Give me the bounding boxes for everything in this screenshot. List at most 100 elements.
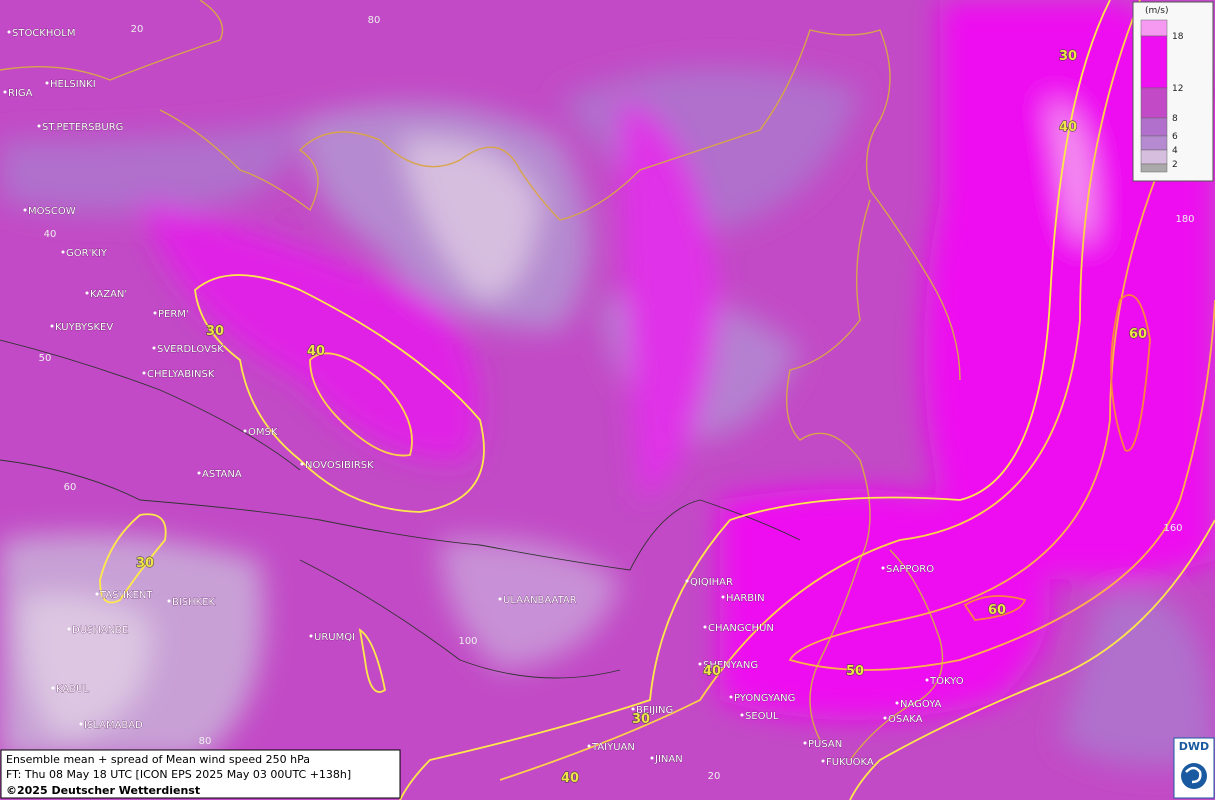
isotach-label: 30 [1059,49,1077,64]
legend-swatch [1140,135,1168,151]
city-label: QIQIHAR [690,577,733,588]
city-marker [85,291,89,295]
isotach-label: 40 [703,664,721,679]
city-label: SHENYANG [703,660,758,671]
logo-swirl [1185,766,1202,784]
city-marker [95,592,99,596]
caption-line: FT: Thu 08 May 18 UTC [ICON EPS 2025 May… [6,768,351,781]
city-label: KUYBYSKEV [55,322,113,333]
legend-swatch [1140,87,1168,119]
caption-box [0,749,401,799]
city-marker [740,713,744,717]
city-label: KABUL [56,684,89,695]
logo: DWD [1173,737,1215,799]
city-label: TAIYUAN [591,742,635,753]
city-marker [698,662,702,666]
city-marker [721,595,725,599]
legend-tick-label: 8 [1172,114,1178,124]
city-label: NAGOYA [900,699,942,710]
city-label: JINAN [654,754,683,765]
city-marker [152,346,156,350]
city-label: SEOUL [745,711,779,722]
legend: (m/s) 18 12 8 6 4 2 [1132,1,1214,182]
legend-swatch [1140,35,1168,89]
city-label: ST.PETERSBURG [42,122,123,133]
city-label: DUSHANBE [72,625,128,636]
graticule-label: 160 [1163,523,1182,534]
city-marker [895,701,899,705]
city-label: SVERDLOVSK [157,344,224,355]
city-label: CHANGCHUN [708,623,774,634]
city-marker [883,716,887,720]
legend-scale: 18 12 8 6 4 2 [1140,19,1184,173]
city-marker [79,722,83,726]
city-label: BEIJING [636,705,673,716]
legend-tick-label: 18 [1172,32,1184,42]
city-marker [650,756,654,760]
city-label: OSAKA [888,714,923,725]
logo-text: DWD [1179,740,1209,753]
legend-swatch [1140,149,1168,165]
graticule-label: 60 [64,482,77,493]
city-marker [50,324,54,328]
city-label: PYONGYANG [734,693,795,704]
isotach-label: 30 [206,324,224,339]
city-marker [167,599,171,603]
city-marker [587,744,591,748]
city-label: HARBIN [726,593,765,604]
city-label: FUKUOKA [826,757,874,768]
city-marker [23,208,27,212]
city-marker [3,90,7,94]
isotach-label: 50 [846,664,864,679]
city-marker [881,566,885,570]
graticule-labels: 20 80 40 50 60 180 160 100 80 20 [39,15,1195,782]
wind-field [0,0,1215,767]
isotach-label: 60 [988,603,1006,618]
city-marker [803,741,807,745]
city-label: ASTANA [202,469,242,480]
legend-tick-label: 12 [1172,84,1183,94]
city-marker [729,695,733,699]
legend-unit: (m/s) [1145,6,1169,16]
city-marker [703,625,707,629]
city-marker [821,759,825,763]
coastlines [0,0,961,761]
graticule-label: 40 [44,229,57,240]
graticule-label: 80 [199,736,212,747]
isotach-label: 40 [561,771,579,786]
caption-line: ©2025 Deutscher Wetterdienst [6,784,200,797]
city-label: PERM' [158,309,189,320]
city-label: OMSK [248,427,278,438]
isotach-labels: 30 40 30 30 40 60 60 50 40 30 40 [135,49,1147,787]
city-marker [309,634,313,638]
city-label: RIGA [8,88,33,99]
city-label: TOKYO [929,676,964,687]
city-marker [153,311,157,315]
city-marker [243,429,247,433]
city-label: PUSAN [808,739,842,750]
city-marker [37,124,41,128]
city-marker [67,627,71,631]
graticule-label: 20 [708,771,721,782]
city-label: STOCKHOLM [12,28,75,39]
legend-tick-label: 2 [1172,160,1178,170]
legend-tick-label: 6 [1172,132,1178,142]
isotach-label: 30 [632,712,650,727]
graticule-label: 20 [131,24,144,35]
legend-swatch [1140,19,1168,37]
city-marker [142,371,146,375]
legend-swatch [1140,163,1168,173]
city-label: MOSCOW [28,206,76,217]
isotach-label: 30 [136,556,154,571]
graticule-label: 100 [458,636,477,647]
isotach-label: 60 [1129,327,1147,342]
graticule-label: 180 [1175,214,1194,225]
city-labels: STOCKHOLM HELSINKI RIGA ST.PETERSBURG MOSCOW… [3,28,964,768]
city-marker [51,686,55,690]
city-label: ISLAMABAD [84,720,143,731]
caption-line: Ensemble mean + spread of Mean wind spee… [6,753,310,766]
city-marker [925,678,929,682]
city-label: CHELYABINSK [147,369,215,380]
